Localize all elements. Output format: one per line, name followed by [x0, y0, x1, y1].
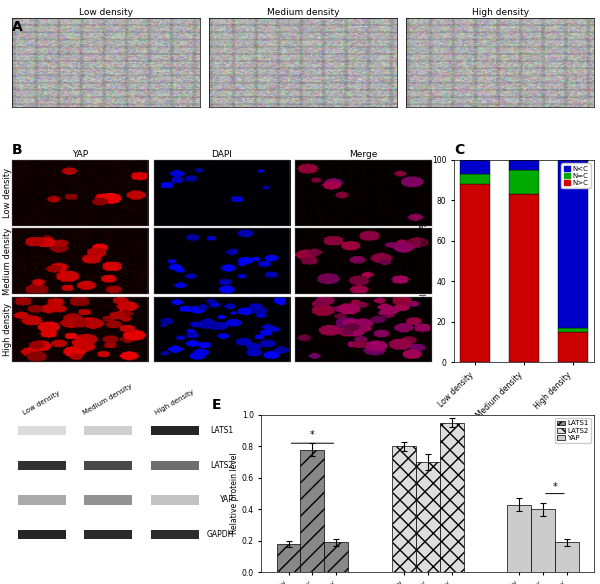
- Y-axis label: Relative frequency (%): Relative frequency (%): [420, 217, 429, 305]
- Text: *: *: [553, 482, 557, 492]
- Bar: [392, 446, 416, 572]
- Y-axis label: Medium density: Medium density: [4, 228, 13, 295]
- Bar: [507, 505, 531, 572]
- FancyBboxPatch shape: [151, 426, 199, 435]
- FancyBboxPatch shape: [151, 495, 199, 505]
- Title: YAP: YAP: [72, 150, 88, 159]
- Bar: [558, 332, 587, 363]
- Text: GAPDH: GAPDH: [206, 530, 234, 539]
- Bar: [325, 543, 349, 572]
- Text: *: *: [310, 430, 315, 440]
- FancyBboxPatch shape: [17, 461, 65, 470]
- Text: Low density: Low density: [22, 391, 61, 416]
- Text: C: C: [454, 144, 464, 158]
- Bar: [277, 544, 301, 572]
- Bar: [301, 450, 325, 572]
- Title: Low density: Low density: [79, 8, 133, 17]
- Bar: [509, 170, 539, 194]
- Text: A: A: [12, 20, 23, 34]
- Bar: [509, 194, 539, 363]
- FancyBboxPatch shape: [17, 426, 65, 435]
- Y-axis label: Low density: Low density: [4, 168, 13, 218]
- Bar: [558, 160, 587, 328]
- Bar: [416, 462, 440, 572]
- Text: YAP: YAP: [220, 495, 234, 505]
- Bar: [555, 543, 579, 572]
- FancyBboxPatch shape: [151, 530, 199, 539]
- Legend: LATS1, LATS2, YAP: LATS1, LATS2, YAP: [554, 418, 590, 443]
- Bar: [460, 185, 490, 363]
- Text: Medium density: Medium density: [82, 383, 134, 416]
- Text: LATS1: LATS1: [211, 426, 234, 435]
- FancyBboxPatch shape: [84, 495, 132, 505]
- Text: E: E: [212, 398, 221, 412]
- Text: High density: High density: [154, 390, 195, 416]
- Bar: [460, 160, 490, 174]
- Title: Merge: Merge: [349, 150, 378, 159]
- Title: Medium density: Medium density: [267, 8, 339, 17]
- Y-axis label: Relative protein level: Relative protein level: [230, 453, 239, 534]
- FancyBboxPatch shape: [17, 530, 65, 539]
- FancyBboxPatch shape: [17, 495, 65, 505]
- Title: High density: High density: [472, 8, 529, 17]
- Text: LATS2: LATS2: [211, 461, 234, 470]
- Legend: N<C, N=C, N>C: N<C, N=C, N>C: [562, 164, 590, 189]
- Bar: [509, 160, 539, 170]
- FancyBboxPatch shape: [84, 530, 132, 539]
- Bar: [531, 509, 555, 572]
- FancyBboxPatch shape: [84, 426, 132, 435]
- FancyBboxPatch shape: [84, 461, 132, 470]
- FancyBboxPatch shape: [151, 461, 199, 470]
- Bar: [460, 174, 490, 185]
- Bar: [440, 423, 464, 572]
- Y-axis label: High density: High density: [4, 303, 13, 356]
- Text: B: B: [12, 143, 23, 157]
- Bar: [558, 328, 587, 332]
- Title: DAPI: DAPI: [211, 150, 232, 159]
